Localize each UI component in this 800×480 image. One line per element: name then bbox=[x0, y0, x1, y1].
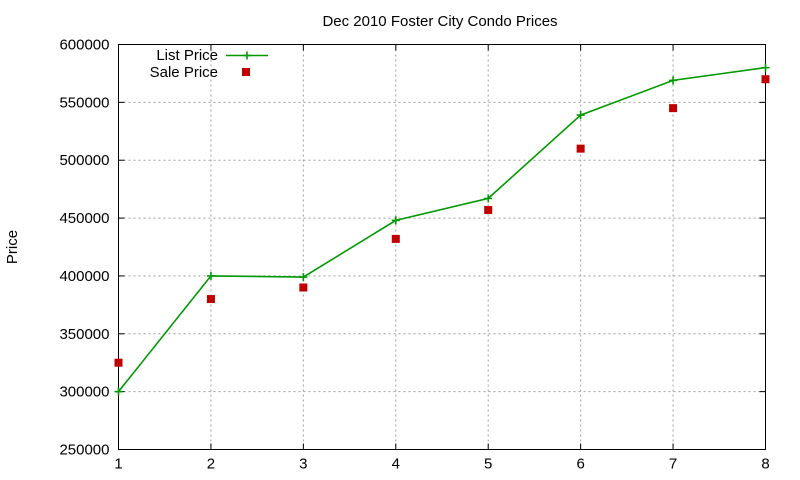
legend-swatch-sale-price bbox=[242, 68, 250, 76]
legend-label-sale-price: Sale Price bbox=[150, 64, 218, 81]
list-price-point bbox=[669, 76, 678, 85]
x-tick-label: 4 bbox=[392, 456, 400, 473]
y-tick-label: 550000 bbox=[59, 94, 109, 111]
sale-price-point bbox=[391, 234, 400, 243]
sale-price-point bbox=[761, 75, 770, 84]
list-price-point bbox=[761, 63, 770, 72]
grid-layer bbox=[118, 44, 766, 450]
list-price-point bbox=[114, 387, 123, 396]
sale-price-point bbox=[576, 144, 585, 153]
y-axis-label: Price bbox=[4, 230, 21, 264]
plot-frame bbox=[118, 44, 766, 450]
y-tick-label: 600000 bbox=[59, 37, 109, 54]
y-tick-label: 350000 bbox=[59, 326, 109, 343]
sale-price-point bbox=[299, 283, 308, 292]
y-tick-label: 400000 bbox=[59, 268, 109, 285]
x-tick-label: 6 bbox=[576, 456, 584, 473]
list-price-point bbox=[391, 216, 400, 225]
y-tick-label: 500000 bbox=[59, 152, 109, 169]
list-price-line bbox=[117, 66, 766, 393]
x-tick-label: 7 bbox=[669, 456, 677, 473]
list-price-point bbox=[484, 194, 493, 203]
series-layer bbox=[114, 63, 770, 396]
sale-price-point bbox=[669, 104, 678, 113]
x-tick-label: 2 bbox=[207, 456, 215, 473]
sale-price-point bbox=[206, 295, 215, 304]
list-price-point bbox=[206, 271, 215, 280]
x-tick-label: 8 bbox=[761, 456, 769, 473]
list-price-point bbox=[576, 111, 585, 120]
x-tick-label: 5 bbox=[484, 456, 492, 473]
y-tick-label: 300000 bbox=[59, 384, 109, 401]
x-tick-label: 3 bbox=[299, 456, 307, 473]
y-tick-label: 250000 bbox=[59, 442, 109, 459]
sale-price-point bbox=[114, 358, 123, 367]
list-price-point bbox=[299, 273, 308, 282]
x-tick-label: 1 bbox=[114, 456, 122, 473]
legend-label-list-price: List Price bbox=[156, 47, 218, 64]
sale-price-point bbox=[484, 205, 493, 214]
chart-title: Dec 2010 Foster City Condo Prices bbox=[322, 13, 557, 30]
y-tick-label: 450000 bbox=[59, 210, 109, 227]
